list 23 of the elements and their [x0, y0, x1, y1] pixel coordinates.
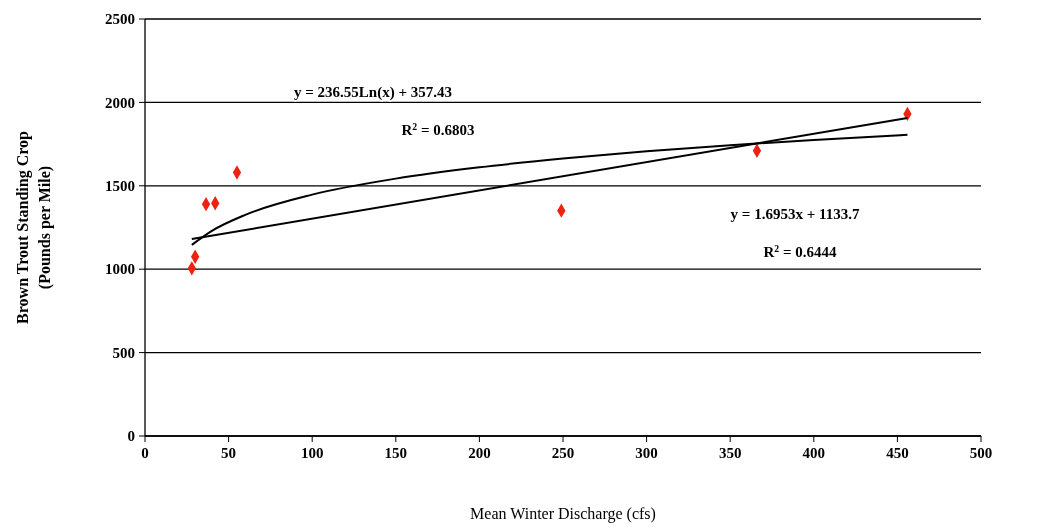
x-tick-label: 450: [886, 445, 909, 461]
y-tick-label: 2000: [105, 94, 135, 111]
x-tick-label: 50: [221, 445, 237, 461]
annotation: y = 236.55Ln(x) + 357.43: [294, 84, 452, 102]
x-tick-label: 400: [802, 445, 826, 461]
y-tick-label: 2500: [105, 11, 135, 28]
x-tick-label: 350: [718, 445, 742, 461]
x-tick-label: 250: [551, 445, 575, 461]
x-tick-label: 200: [468, 445, 491, 461]
y-axis-title: Brown Trout Standing Crop (Pounds per Mile): [14, 131, 54, 324]
y-tick-label: 0: [127, 428, 135, 445]
x-tick-label: 150: [384, 445, 408, 461]
annotation: R$^{2}$ = 0.6803: [401, 120, 475, 139]
annotation: R$^{2}$ = 0.6444: [763, 242, 837, 261]
x-tick-label: 300: [635, 445, 658, 461]
y-tick-label: 500: [112, 344, 135, 361]
y-tick-label: 1500: [105, 178, 135, 195]
x-axis-title: Mean Winter Discharge (cfs): [470, 505, 656, 523]
x-tick-label: 500: [969, 445, 993, 461]
y-tick-label: 1000: [105, 261, 135, 278]
x-tick-label: 100: [300, 445, 324, 461]
x-tick-label: 0: [141, 445, 149, 461]
annotation: y = 1.6953x + 1133.7: [730, 206, 860, 223]
